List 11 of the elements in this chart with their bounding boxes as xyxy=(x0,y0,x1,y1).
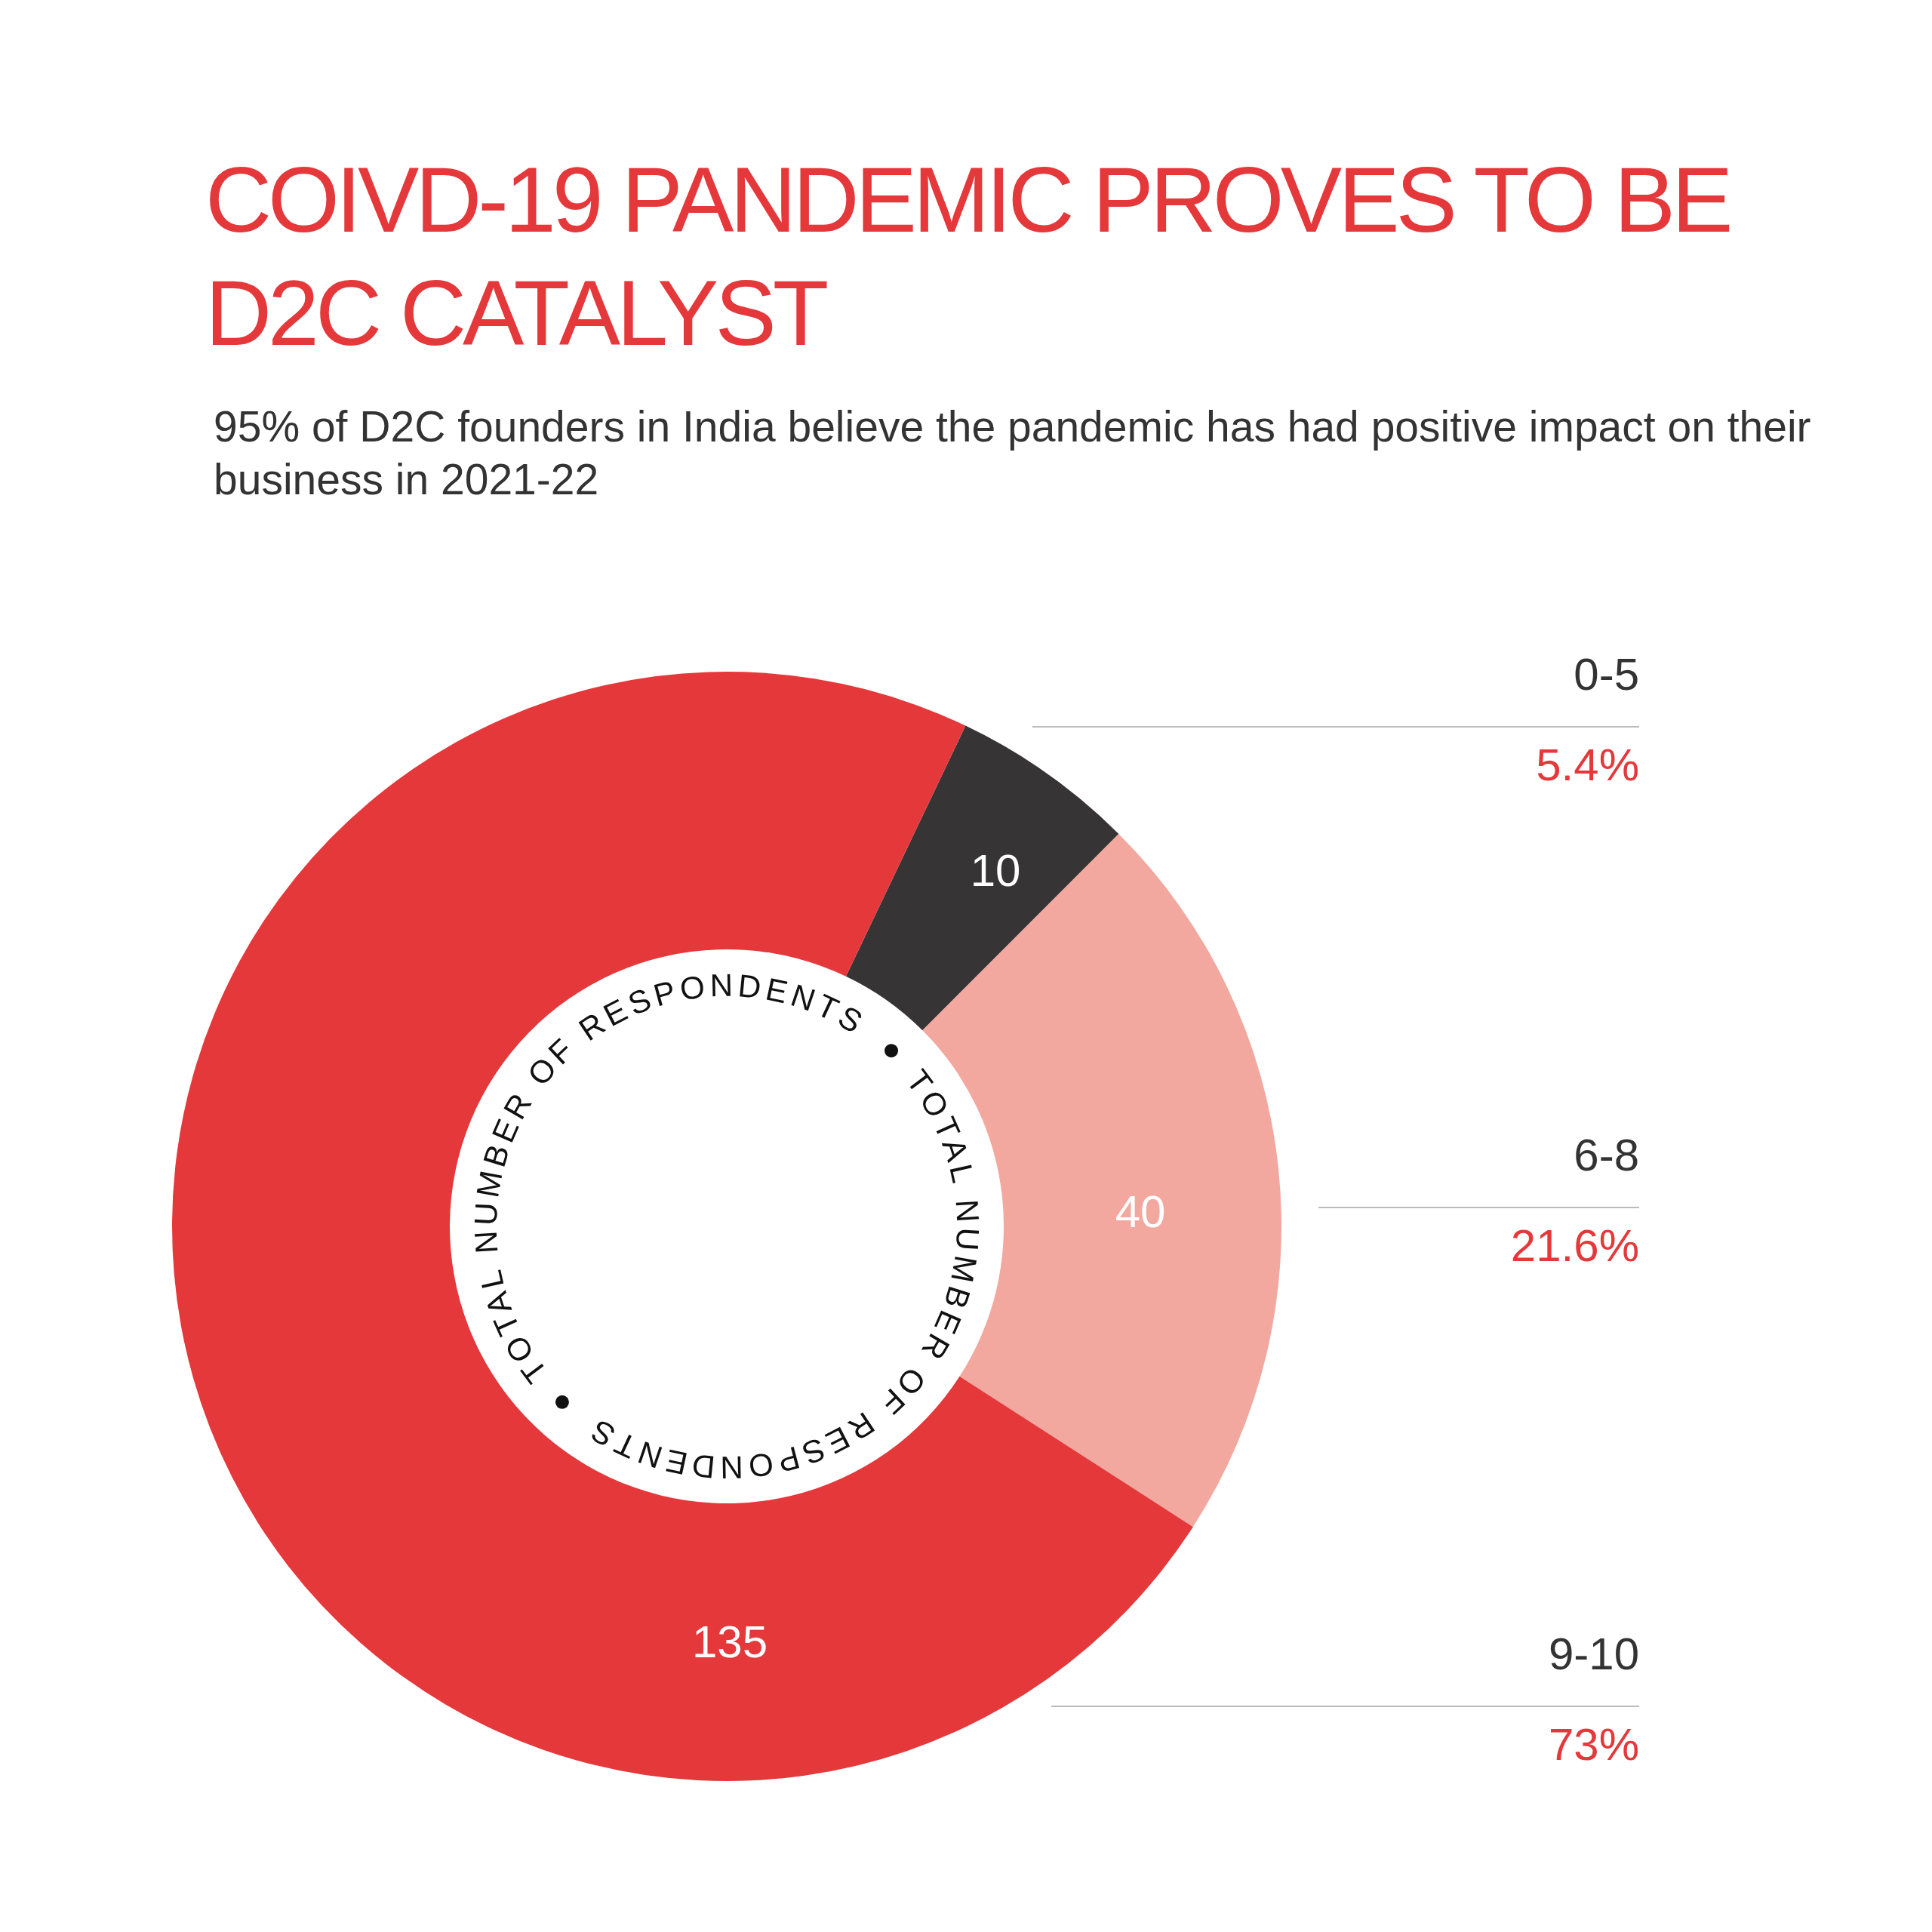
slice-label: 6-8 xyxy=(1574,1129,1639,1180)
text: 21.6% xyxy=(1510,1220,1640,1271)
chart-title: COIVD-19 PANDEMIC PROVES TO BE D2C CATALYST xyxy=(205,148,1730,366)
data-label: 40 xyxy=(1115,1186,1166,1237)
data-label: 10 xyxy=(970,844,1021,896)
text: 73% xyxy=(1548,1718,1640,1770)
slice-label: 0-5 xyxy=(1574,648,1639,700)
data-label: 135 xyxy=(691,1616,768,1667)
slice-label: 9-10 xyxy=(1548,1628,1640,1679)
text: 5.4% xyxy=(1536,739,1640,790)
chart-subtitle: 95% of D2C founders in India believe the pandemic has had positive impact on their business in 2021-22 xyxy=(214,401,1812,505)
